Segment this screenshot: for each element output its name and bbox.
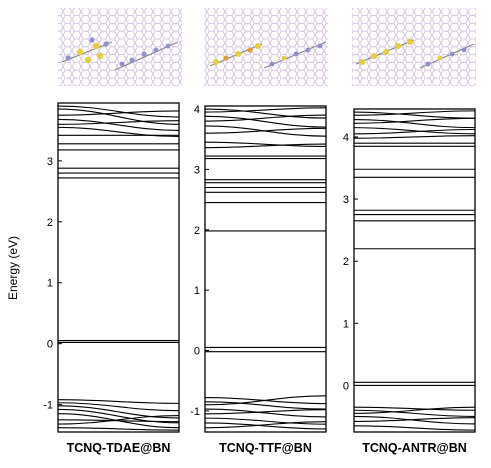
dispersive-band-13 — [57, 126, 180, 138]
dispersive-band-1 — [204, 401, 327, 410]
dispersive-band-4 — [204, 409, 327, 415]
y-tick-label-1: 1 — [343, 318, 349, 330]
panel-tcnq-antr: 0 1 2 3 4 TCNQ-ANTR@BN — [343, 108, 476, 455]
dispersive-band-6 — [57, 415, 180, 425]
y-axis-label: Energy (eV) — [6, 236, 20, 300]
y-tick-label-1: 0 — [194, 346, 200, 358]
panel-title: TCNQ-ANTR@BN — [362, 441, 467, 455]
band-lines — [353, 110, 476, 431]
y-tick-label-2: 1 — [194, 285, 200, 297]
structure-illustration-ttf — [204, 8, 328, 86]
dispersive-band-3 — [353, 415, 476, 425]
y-tick-label-0: -1 — [43, 400, 53, 412]
band-lines — [57, 105, 180, 431]
dispersive-band-8 — [353, 119, 476, 129]
panel-frame — [57, 102, 180, 433]
y-tick-label-3: 2 — [47, 217, 53, 229]
dispersive-band-2 — [204, 395, 327, 406]
dispersive-band-2 — [57, 405, 180, 419]
dispersive-band-4 — [353, 417, 476, 422]
dispersive-band-6 — [204, 422, 327, 430]
structure-illustration-antr — [352, 8, 476, 86]
dispersive-band-7 — [204, 421, 327, 429]
y-tick-label-4: 3 — [47, 156, 53, 168]
y-tick-label-0: 0 — [343, 380, 349, 392]
dispersive-band-5 — [204, 417, 327, 425]
dispersive-band-11 — [57, 118, 180, 131]
dispersive-band-12 — [353, 135, 476, 139]
dispersive-band-13 — [204, 127, 327, 134]
dispersive-band-7 — [57, 427, 180, 431]
dispersive-band-15 — [204, 143, 327, 149]
dispersive-band-1 — [353, 409, 476, 418]
dispersive-band-1 — [57, 402, 180, 412]
panel-tcnq-ttf: -1 0 1 2 3 4 TCNQ-TTF@BN — [190, 104, 327, 455]
dispersive-band-3 — [57, 408, 180, 424]
y-tick-label-3: 2 — [194, 225, 200, 237]
y-tick-label-3: 3 — [343, 194, 349, 206]
y-ticks: -1 0 1 2 3 4 — [190, 104, 209, 418]
dispersive-band-11 — [353, 128, 476, 135]
y-ticks: -1 0 1 2 3 — [43, 156, 62, 412]
dispersive-band-3 — [204, 408, 327, 418]
panel-frame — [353, 108, 476, 433]
dispersive-band-10 — [353, 127, 476, 135]
panel-frame — [204, 105, 327, 433]
y-tick-label-2: 2 — [343, 256, 349, 268]
band-lines — [204, 107, 327, 430]
dispersive-band-10 — [204, 115, 327, 128]
y-tick-label-1: 0 — [47, 339, 53, 351]
dispersive-band-2 — [353, 406, 476, 414]
panel-tcnq-tdae: -1 0 1 2 3 TCNQ-TDAE@BN — [43, 102, 180, 455]
structure-illustration-tdae — [58, 8, 182, 86]
y-ticks: 0 1 2 3 4 — [343, 132, 358, 392]
dispersive-band-8 — [204, 108, 327, 119]
dispersive-band-0 — [57, 399, 180, 404]
dispersive-band-7 — [353, 110, 476, 116]
dispersive-band-9 — [57, 108, 180, 125]
panel-title: TCNQ-TTF@BN — [219, 441, 312, 455]
y-tick-label-5: 4 — [194, 104, 200, 116]
dispersive-band-9 — [204, 107, 327, 113]
y-tick-label-4: 3 — [194, 164, 200, 176]
dispersive-band-11 — [204, 114, 327, 122]
dispersive-band-12 — [57, 120, 180, 125]
dispersive-band-0 — [353, 406, 476, 411]
dispersive-band-5 — [353, 425, 476, 431]
dispersive-band-5 — [57, 419, 180, 423]
dispersive-band-14 — [204, 141, 327, 147]
dispersive-band-8 — [57, 105, 180, 118]
dispersive-band-9 — [353, 117, 476, 124]
y-tick-label-2: 1 — [47, 278, 53, 290]
y-tick-label-4: 4 — [343, 132, 349, 144]
panel-title: TCNQ-TDAE@BN — [67, 441, 171, 455]
dispersive-band-10 — [57, 110, 180, 116]
y-tick-label-0: -1 — [190, 406, 200, 418]
